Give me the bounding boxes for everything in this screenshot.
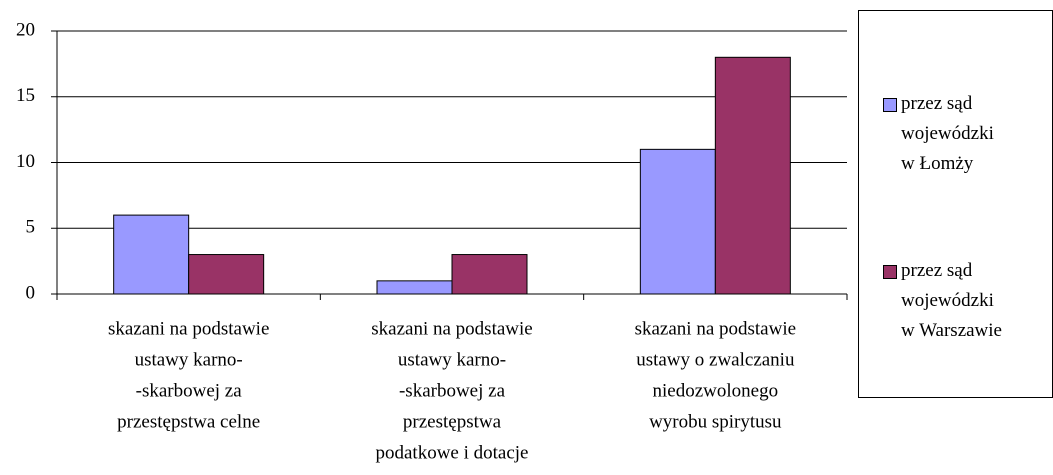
legend-swatch [883, 98, 897, 112]
legend-label: przez sąd wojewódzki w Łomży [901, 93, 994, 174]
y-tick-label: 0 [26, 282, 36, 303]
x-tick-label: podatkowe i dotacje [375, 442, 528, 463]
legend-item: przez sąd wojewódzki w Warszawie [883, 256, 1033, 346]
bar [113, 214, 190, 295]
x-tick-label: ustawy karno- [135, 349, 243, 370]
bar [451, 254, 528, 295]
y-tick-label: 5 [26, 217, 36, 238]
x-tick-label: ustawy karno- [398, 349, 506, 370]
x-tick-label: przestępstwa [403, 411, 502, 432]
legend-item: przez sąd wojewódzki w Łomży [883, 89, 1033, 179]
x-tick-label: skazani na podstawie [635, 318, 796, 339]
y-tick-label: 10 [16, 151, 35, 172]
legend: przez sąd wojewódzki w Łomży przez sąd wo… [858, 10, 1053, 398]
y-tick-label: 15 [16, 85, 35, 106]
x-tick-label: przestępstwa celne [117, 411, 260, 432]
x-tick-label: wyrobu spirytusu [649, 411, 782, 432]
bar [188, 254, 265, 295]
y-tick-label: 20 [16, 19, 35, 40]
chart: 0 5 10 15 20 skazani na podstawie ustawy karno… [16, 19, 848, 463]
x-tick-label: niedozwolonego [653, 380, 779, 401]
bar [639, 148, 716, 295]
x-tick-label: -skarbowej za [136, 380, 243, 401]
legend-swatch [883, 265, 897, 279]
bar [714, 56, 791, 295]
legend-label: przez sąd wojewódzki w Warszawie [901, 260, 1002, 341]
x-tick-label: ustawy o zwalczaniu [636, 349, 795, 370]
x-tick-label: skazani na podstawie [371, 318, 532, 339]
x-tick-label: -skarbowej za [399, 380, 506, 401]
x-tick-label: skazani na podstawie [108, 318, 269, 339]
bar [376, 280, 453, 295]
